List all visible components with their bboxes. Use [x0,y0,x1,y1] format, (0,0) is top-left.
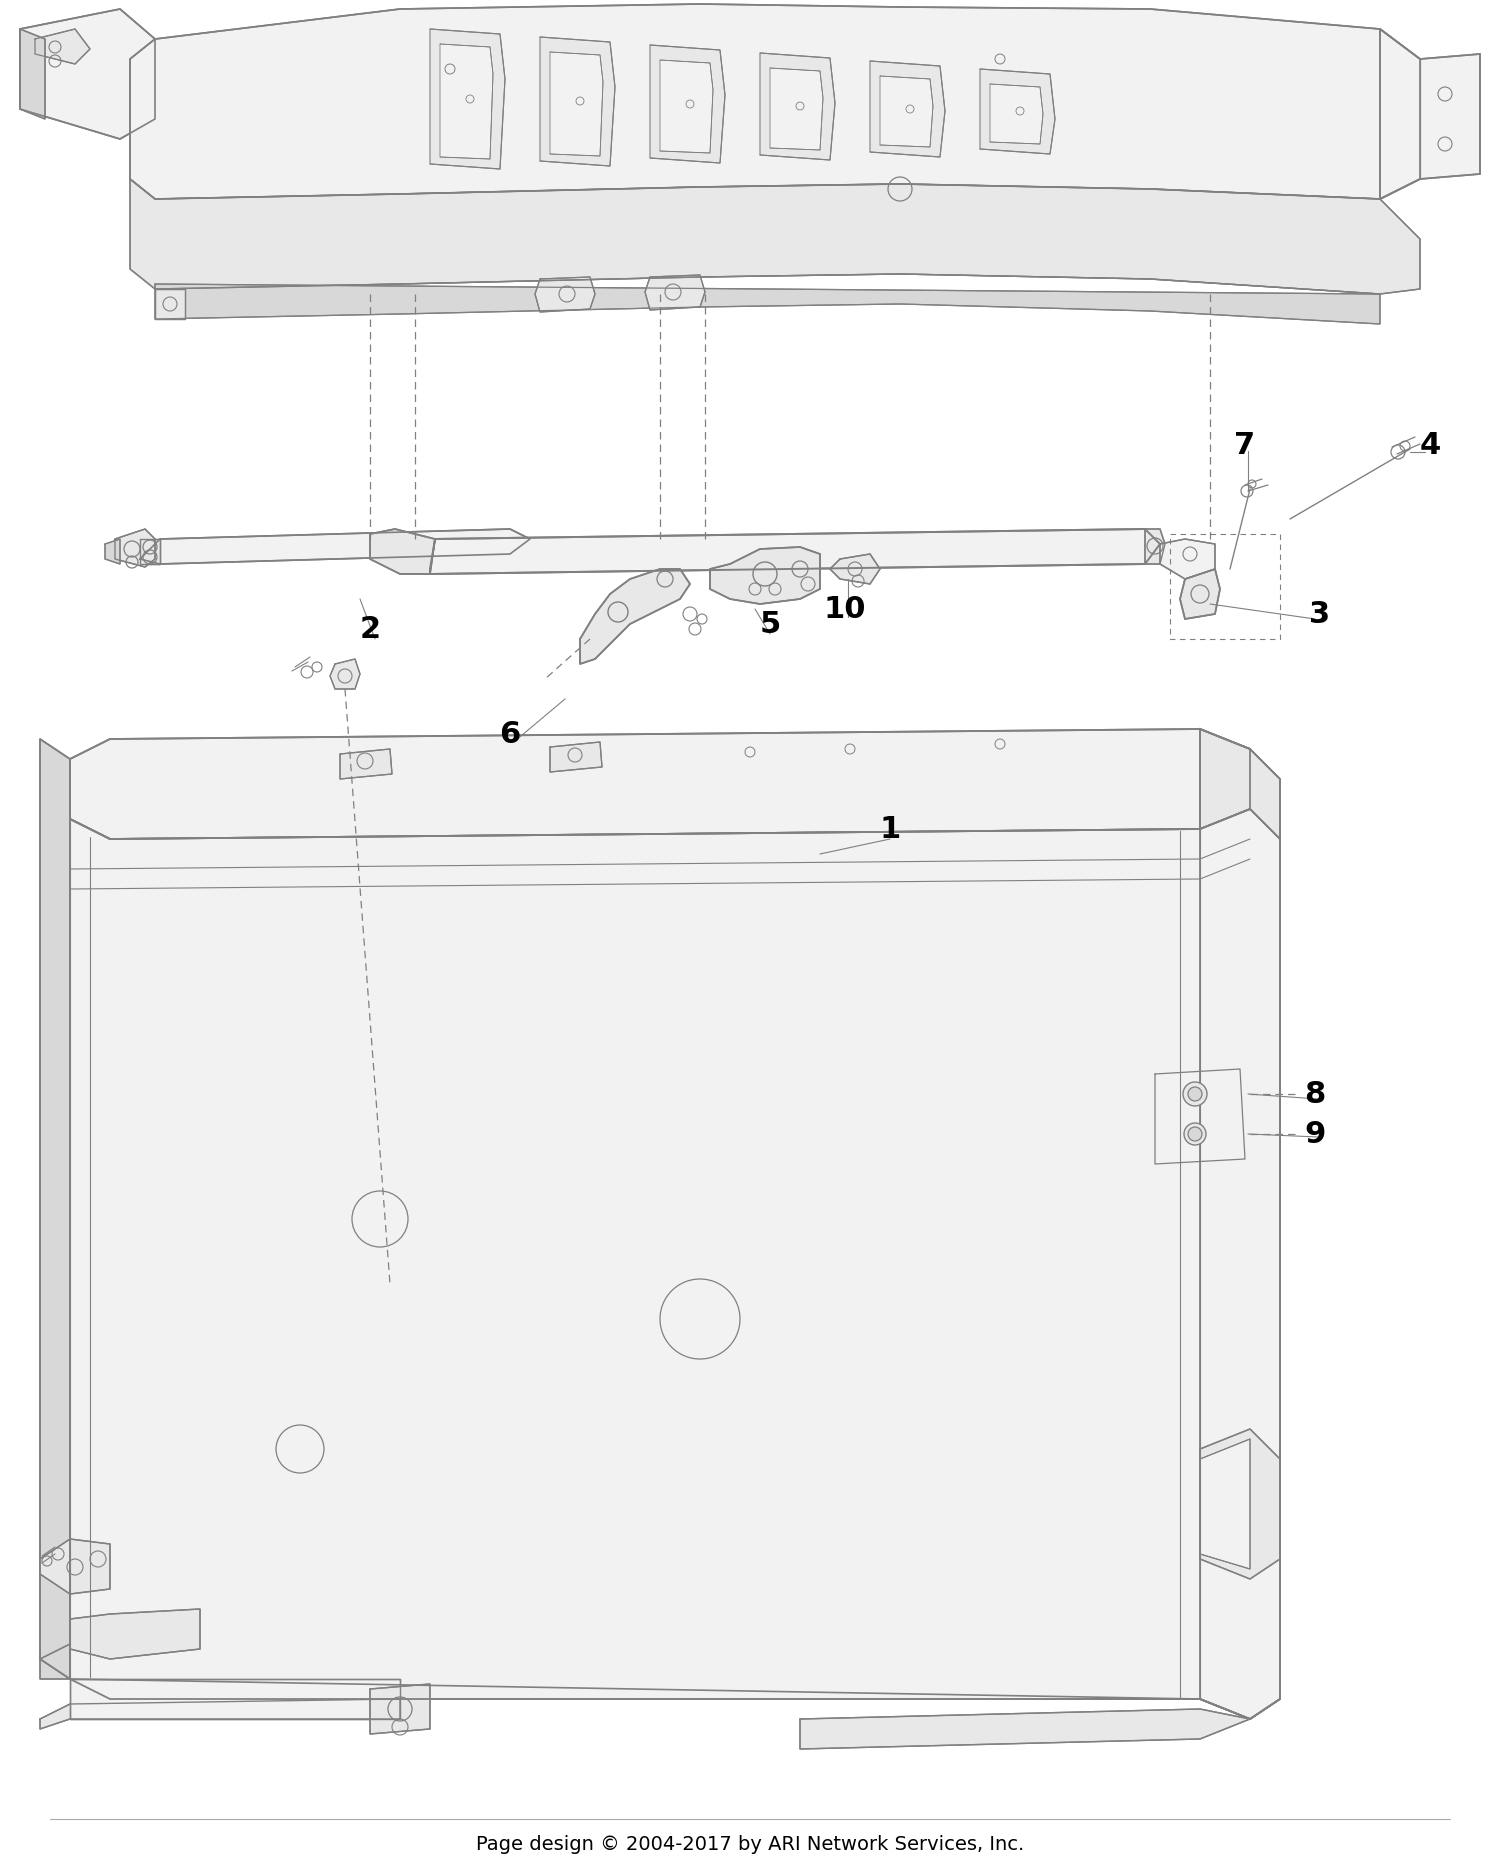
Polygon shape [70,1609,200,1659]
Polygon shape [650,47,724,165]
Circle shape [1188,1088,1202,1101]
Text: 8: 8 [1305,1081,1326,1109]
Polygon shape [116,530,154,568]
Polygon shape [1380,30,1480,200]
Polygon shape [800,1708,1250,1749]
Polygon shape [710,547,821,605]
Polygon shape [130,6,1420,200]
Polygon shape [20,9,154,140]
Polygon shape [34,30,90,66]
Polygon shape [1200,1429,1280,1579]
Polygon shape [440,45,494,159]
Text: ARI: ARI [324,764,1176,1195]
Text: 4: 4 [1419,431,1440,459]
Polygon shape [70,809,1280,1719]
Text: 1: 1 [879,815,900,845]
Polygon shape [660,62,712,154]
Text: 10: 10 [824,596,866,624]
Polygon shape [830,554,880,584]
Circle shape [1184,1124,1206,1146]
Polygon shape [154,290,184,320]
Polygon shape [340,749,392,779]
Text: 6: 6 [500,719,520,749]
Text: Page design © 2004-2017 by ARI Network Services, Inc.: Page design © 2004-2017 by ARI Network S… [476,1834,1024,1854]
Polygon shape [40,1644,70,1678]
Polygon shape [330,659,360,689]
Polygon shape [105,539,120,564]
Polygon shape [140,530,530,564]
Polygon shape [980,69,1054,155]
Polygon shape [370,530,435,575]
Polygon shape [1180,569,1219,620]
Polygon shape [550,742,602,772]
Polygon shape [140,539,160,564]
Circle shape [1188,1128,1202,1141]
Polygon shape [770,69,824,152]
Polygon shape [1144,530,1166,564]
Polygon shape [40,1540,110,1594]
Polygon shape [1160,539,1215,579]
Text: 3: 3 [1310,599,1330,629]
Polygon shape [70,730,1249,839]
Text: 5: 5 [759,611,780,639]
Polygon shape [154,285,1380,324]
Polygon shape [130,180,1420,294]
Text: 2: 2 [360,614,381,644]
Polygon shape [880,77,933,148]
Polygon shape [645,275,705,311]
Polygon shape [370,1684,430,1734]
Polygon shape [760,54,836,161]
Polygon shape [70,1678,401,1719]
Polygon shape [990,84,1042,144]
Polygon shape [870,62,945,157]
Polygon shape [540,37,615,167]
Circle shape [1184,1083,1208,1107]
Polygon shape [40,1699,400,1729]
Polygon shape [40,740,70,1678]
Polygon shape [1200,1438,1249,1570]
Polygon shape [20,30,45,120]
Polygon shape [550,52,603,157]
Polygon shape [536,277,596,313]
Polygon shape [430,30,506,170]
Polygon shape [1200,730,1280,1719]
Polygon shape [580,569,690,665]
Text: 7: 7 [1234,431,1256,459]
Text: 9: 9 [1305,1120,1326,1148]
Polygon shape [430,530,1160,575]
